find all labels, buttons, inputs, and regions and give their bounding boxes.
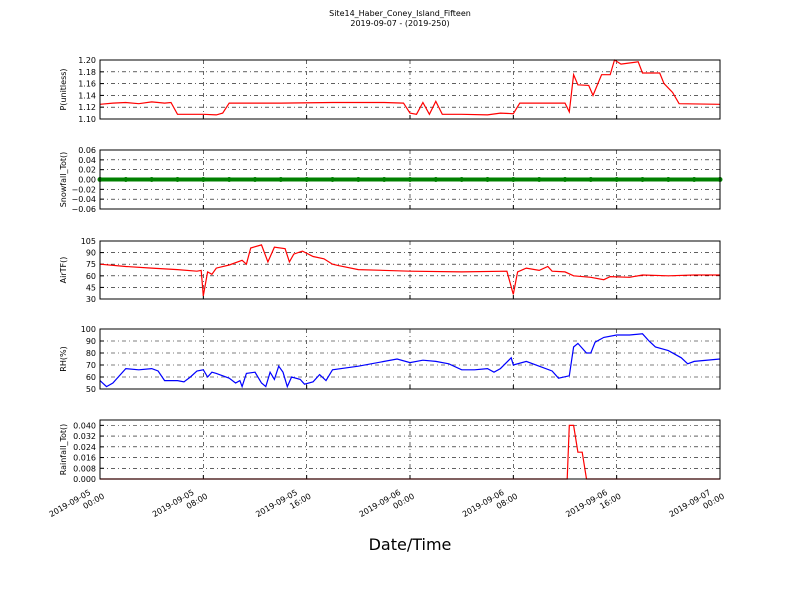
y-tick-label: 1.20 — [78, 56, 96, 65]
data-point — [381, 177, 387, 182]
x-tick-label: 2019-09-0700:00 — [668, 483, 726, 528]
y-tick-label: 50 — [86, 385, 96, 394]
y-tick-label: 75 — [86, 260, 96, 269]
y-tick-label: 30 — [86, 295, 96, 304]
axes-frame — [99, 59, 721, 120]
y-tick-label: 0.02 — [78, 166, 96, 175]
y-tick-label: 90 — [86, 337, 96, 346]
chart-title: Site14_Haber_Coney_Island_Fifteen — [329, 9, 471, 18]
x-tick-label: 2019-09-0608:00 — [461, 483, 519, 528]
y-tick-label: 0.06 — [78, 146, 96, 155]
y-tick-label: 0.008 — [73, 464, 96, 473]
data-point — [536, 177, 542, 182]
data-point — [640, 177, 645, 182]
y-axis-label: Rainfall_Tot() — [59, 424, 68, 476]
y-tick-label: 0.00 — [78, 176, 96, 185]
data-line — [99, 244, 720, 297]
data-point — [330, 177, 335, 182]
y-tick-label: 90 — [86, 249, 96, 258]
y-tick-label: 0.016 — [73, 454, 96, 463]
y-axis-label: Snowfall_Tot() — [59, 152, 68, 208]
y-tick-label: 0.024 — [73, 443, 96, 452]
y-tick-label: 70 — [86, 361, 96, 370]
data-point — [459, 177, 465, 182]
x-tick-label: 2019-09-0500:00 — [48, 483, 106, 528]
y-tick-label: 1.18 — [78, 68, 96, 77]
y-axis-label: AirTF() — [59, 257, 68, 284]
y-tick-label: 0.032 — [73, 432, 96, 441]
x-tick-label: 2019-09-0616:00 — [564, 483, 622, 528]
data-point — [200, 177, 206, 182]
y-tick-label: 80 — [86, 349, 96, 358]
y-tick-label: −0.02 — [71, 185, 96, 194]
data-point — [614, 177, 620, 182]
y-tick-label: 105 — [81, 237, 96, 246]
y-tick-label: 60 — [86, 272, 96, 281]
x-tick-label: 2019-09-0600:00 — [358, 483, 416, 528]
y-tick-label: 1.10 — [78, 115, 96, 124]
y-tick-label: 60 — [86, 373, 96, 382]
axes-frame — [99, 240, 721, 300]
y-tick-label: 100 — [81, 325, 96, 334]
axes-frame — [99, 419, 721, 480]
y-tick-label: 0.040 — [73, 421, 96, 430]
axes-frame — [99, 149, 721, 210]
data-point — [691, 177, 697, 182]
data-point — [123, 177, 129, 182]
y-tick-label: 1.16 — [78, 80, 96, 89]
y-tick-label: 0.04 — [78, 156, 96, 165]
data-point — [278, 177, 284, 182]
y-tick-label: 1.14 — [78, 91, 96, 100]
x-tick-label: 2019-09-0516:00 — [254, 483, 312, 528]
x-axis-label: Date/Time — [369, 535, 452, 554]
data-point — [407, 177, 413, 182]
y-tick-label: −0.04 — [71, 195, 96, 204]
data-point — [226, 177, 232, 182]
y-tick-label: 45 — [86, 283, 96, 292]
y-axis-label: P(unitless) — [59, 68, 68, 110]
data-point — [252, 177, 258, 182]
data-point — [588, 177, 594, 182]
data-line — [99, 333, 721, 389]
y-tick-label: 1.12 — [78, 103, 96, 112]
x-tick-label: 2019-09-0508:00 — [151, 483, 209, 528]
chart-subtitle: 2019-09-07 - (2019-250) — [350, 19, 449, 28]
y-tick-label: 0.000 — [73, 475, 96, 484]
axes-frame — [99, 328, 721, 390]
data-point — [355, 177, 361, 182]
data-line — [99, 59, 721, 116]
data-point — [562, 177, 568, 182]
data-point — [149, 177, 155, 182]
data-point — [304, 177, 310, 182]
y-axis-label: RH(%) — [59, 346, 68, 371]
data-point — [175, 177, 180, 182]
data-point — [433, 177, 439, 182]
data-point — [510, 177, 516, 182]
data-line — [100, 424, 720, 480]
y-tick-label: −0.06 — [71, 205, 96, 214]
data-point — [665, 177, 671, 182]
data-point — [485, 177, 490, 182]
